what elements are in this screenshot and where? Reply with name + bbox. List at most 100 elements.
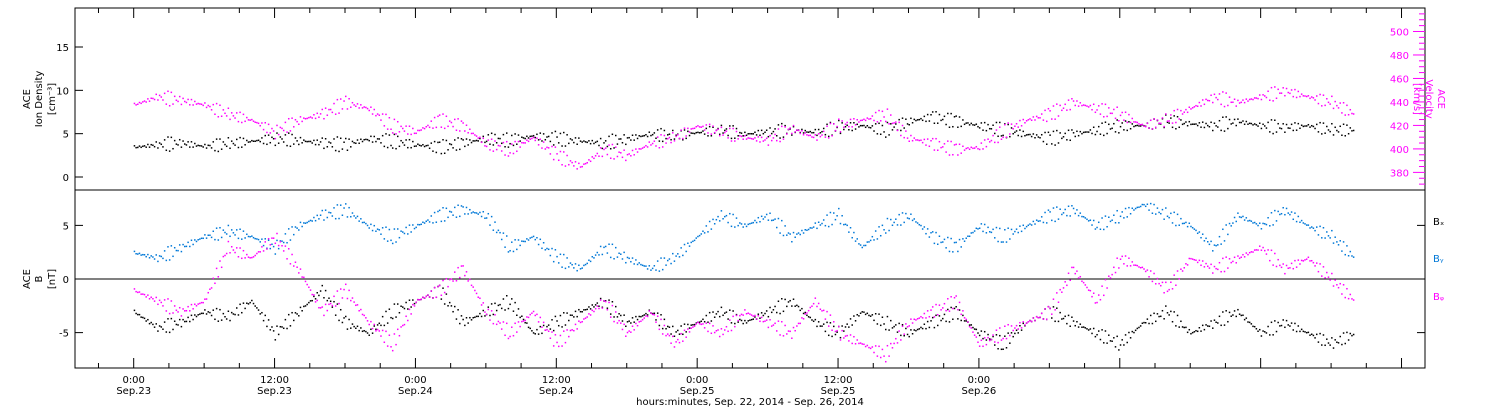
data-point [371, 113, 374, 115]
data-point [432, 127, 434, 129]
data-point [328, 141, 330, 143]
data-point [246, 253, 248, 256]
data-point [987, 333, 989, 336]
data-point [658, 324, 661, 327]
data-point [311, 299, 313, 302]
data-point [1188, 328, 1191, 331]
data-point [1191, 331, 1194, 334]
data-point [1215, 125, 1217, 127]
data-point [886, 217, 889, 220]
data-point [931, 231, 934, 233]
data-point [765, 129, 768, 131]
data-point [615, 134, 617, 137]
data-point [465, 271, 468, 273]
data-point [199, 302, 201, 305]
data-point [1233, 98, 1236, 101]
data-point [890, 114, 892, 116]
data-point [1109, 112, 1112, 115]
data-point [1290, 123, 1293, 126]
data-point [328, 297, 330, 299]
data-point [457, 118, 459, 120]
data-point [448, 301, 451, 304]
data-point [658, 270, 661, 272]
data-point [1030, 135, 1033, 138]
data-point [541, 326, 543, 328]
data-point [207, 311, 209, 313]
data-point [631, 149, 634, 152]
data-point [314, 298, 317, 300]
data-point [452, 310, 454, 313]
data-point [1089, 129, 1092, 131]
data-point [656, 136, 659, 138]
data-point [586, 161, 588, 164]
data-point [886, 315, 889, 318]
data-point [1101, 285, 1103, 287]
data-point [229, 147, 231, 150]
data-point [817, 321, 820, 323]
data-point [1103, 116, 1105, 118]
data-point [480, 304, 483, 306]
data-point [1205, 324, 1207, 326]
data-point [459, 322, 461, 325]
data-point [422, 143, 424, 146]
data-point [511, 134, 513, 137]
data-point [1237, 99, 1239, 102]
data-point [366, 107, 369, 110]
data-point [807, 309, 810, 312]
data-point [391, 317, 394, 320]
data-point [1176, 108, 1179, 111]
data-point [222, 229, 225, 231]
data-point [973, 230, 976, 232]
data-point [552, 345, 555, 347]
data-point [618, 252, 620, 255]
data-point [802, 312, 805, 315]
data-point [1269, 131, 1271, 133]
data-point [276, 325, 278, 327]
data-point [175, 249, 178, 252]
data-point [1208, 126, 1211, 128]
data-point [561, 345, 563, 347]
data-point [626, 153, 629, 156]
data-point [514, 133, 516, 135]
data-point [274, 137, 277, 140]
data-point [210, 147, 213, 149]
data-point [1352, 113, 1355, 115]
data-point [1067, 205, 1070, 208]
data-point [1322, 334, 1325, 336]
data-point [666, 134, 669, 136]
data-point [219, 104, 221, 107]
data-point [1106, 225, 1108, 228]
data-point [1168, 288, 1170, 291]
data-point [958, 116, 961, 118]
data-point [843, 128, 845, 131]
data-point [277, 247, 280, 250]
data-point [177, 324, 179, 326]
data-point [293, 265, 295, 267]
data-point [1332, 134, 1335, 136]
data-point [1007, 227, 1009, 229]
data-point [239, 247, 241, 249]
data-point [489, 314, 491, 317]
data-point [888, 123, 890, 125]
data-point [910, 318, 912, 320]
data-point [844, 123, 847, 125]
data-point [722, 218, 724, 220]
data-point [1262, 123, 1264, 126]
data-point [152, 256, 154, 258]
data-point [215, 138, 218, 140]
data-point [293, 233, 295, 236]
data-point [418, 299, 421, 301]
data-point [744, 131, 746, 134]
data-point [994, 344, 996, 346]
data-point [505, 235, 508, 237]
data-point [1054, 144, 1056, 146]
data-point [472, 140, 474, 142]
data-point [866, 124, 869, 127]
data-point [1337, 244, 1340, 246]
data-point [1119, 114, 1122, 117]
data-point [182, 308, 184, 310]
data-point [542, 324, 545, 327]
data-point [1201, 99, 1204, 101]
data-point [943, 302, 946, 305]
data-point [1056, 206, 1058, 208]
